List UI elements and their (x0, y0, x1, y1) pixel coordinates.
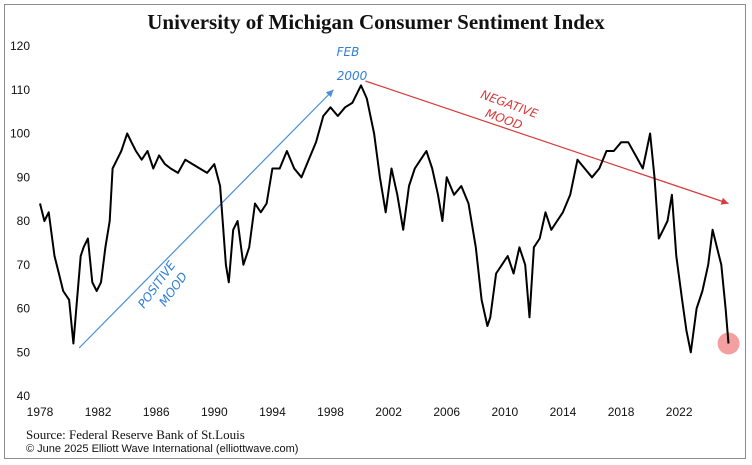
x-tick-label: 1998 (317, 405, 344, 419)
x-tick-label: 1990 (201, 405, 228, 419)
x-axis-ticks: 1978 1982 1986 1990 1994 1998 2002 2006 2010 2014… (27, 405, 693, 419)
x-tick-label: 2010 (491, 405, 518, 419)
x-tick-label: 1994 (259, 405, 286, 419)
y-tick-label: 90 (17, 170, 31, 184)
y-tick-label: 70 (17, 258, 31, 272)
x-tick-label: 1978 (27, 405, 54, 419)
chart-frame (4, 4, 746, 459)
x-tick-label: 2002 (375, 405, 402, 419)
x-tick-label: 2014 (550, 405, 577, 419)
x-tick-label: 2022 (666, 405, 693, 419)
y-tick-label: 80 (17, 214, 31, 228)
copyright-note: © June 2025 Elliott Wave International (… (26, 443, 299, 455)
chart-title: University of Michigan Consumer Sentimen… (147, 10, 605, 34)
y-tick-label: 120 (10, 39, 30, 53)
source-note: Source: Federal Reserve Bank of St.Louis (26, 427, 245, 442)
y-tick-label: 40 (17, 389, 31, 403)
y-tick-label: 110 (11, 83, 30, 97)
peak-label-month: FEB (337, 45, 360, 59)
peak-label-year: 2000 (337, 69, 368, 83)
sentiment-series-line (39, 84, 730, 354)
negative-mood-arrow (365, 80, 729, 205)
y-tick-label: 50 (17, 345, 31, 359)
x-tick-label: 1986 (143, 405, 170, 419)
latest-value-highlight (717, 332, 740, 355)
y-tick-label: 60 (17, 302, 31, 316)
x-tick-label: 2018 (608, 405, 635, 419)
y-tick-label: 100 (10, 127, 30, 141)
positive-mood-arrow (78, 89, 334, 349)
x-tick-label: 1982 (85, 405, 112, 419)
x-tick-label: 2006 (433, 405, 460, 419)
y-axis-ticks: 40 50 60 70 80 90 100 110 120 (10, 39, 30, 403)
